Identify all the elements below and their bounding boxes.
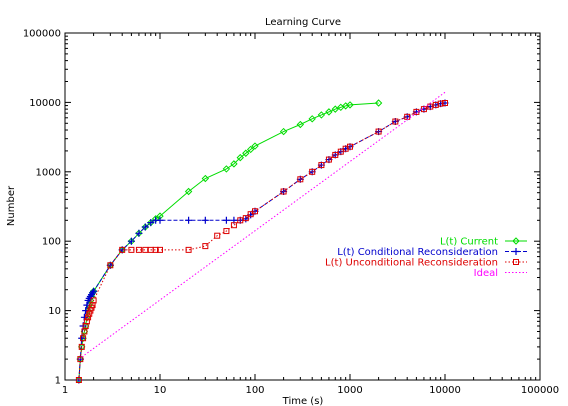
- legend-marker: [513, 259, 519, 265]
- series-2: [75, 100, 448, 383]
- data-point: [308, 115, 316, 123]
- data-point: [141, 223, 149, 231]
- data-point: [246, 145, 255, 154]
- data-point: [78, 343, 85, 350]
- data-point: [107, 262, 114, 269]
- data-point: [230, 222, 237, 229]
- data-point: [90, 287, 98, 295]
- data-point: [296, 120, 305, 129]
- data-point: [280, 188, 287, 195]
- data-point: [375, 128, 382, 135]
- data-point: [230, 160, 238, 168]
- data-point: [152, 246, 159, 253]
- data-point: [252, 208, 258, 215]
- data-point: [374, 99, 383, 107]
- data-point: [135, 229, 143, 237]
- data-point: [317, 111, 326, 119]
- plot-frame: [64, 32, 541, 381]
- data-point: [242, 215, 249, 222]
- x-tick-label: 1000: [337, 385, 362, 396]
- data-point: [185, 216, 193, 224]
- data-point: [309, 168, 316, 175]
- data-point: [89, 289, 97, 297]
- data-point: [128, 246, 135, 253]
- y-tick-label: 1000: [36, 167, 61, 178]
- data-point: [222, 216, 230, 224]
- y-tick-label: 10000: [29, 98, 61, 109]
- legend-marker: [512, 248, 520, 255]
- x-tick-label: 10000: [429, 385, 461, 396]
- data-point: [214, 232, 221, 239]
- data-point: [331, 105, 339, 113]
- data-point: [318, 162, 325, 169]
- data-point: [201, 216, 209, 224]
- data-point: [80, 335, 87, 342]
- data-point: [279, 127, 288, 136]
- series-3: [78, 91, 446, 360]
- data-point: [135, 246, 142, 253]
- data-point: [201, 174, 210, 183]
- data-point: [223, 228, 230, 235]
- series-0: [75, 99, 383, 384]
- y-axis-label: Number: [6, 185, 17, 226]
- data-point: [156, 216, 164, 224]
- series-line: [78, 91, 446, 360]
- data-point: [427, 103, 434, 110]
- axes: 1 10 100 1000 10000 100000 1 10 100 1000 10000 1000…: [23, 29, 559, 397]
- data-point: [86, 310, 93, 317]
- x-tick-label: 100: [245, 385, 264, 396]
- data-point: [147, 219, 155, 227]
- data-point: [236, 153, 244, 162]
- data-point: [77, 356, 84, 363]
- x-tick-label: 1: [62, 385, 68, 396]
- data-point: [127, 237, 135, 245]
- chart-title: Learning Curve: [265, 17, 341, 28]
- data-point: [90, 297, 97, 304]
- data-point: [251, 142, 259, 150]
- legend-label: L(t) Current: [440, 237, 498, 248]
- y-tick-label: 100000: [23, 29, 61, 40]
- data-point: [237, 217, 244, 224]
- data-point: [85, 314, 92, 321]
- data-point: [184, 187, 193, 196]
- legend-marker: [512, 237, 520, 245]
- data-point: [442, 100, 448, 107]
- data-point: [437, 100, 444, 107]
- data-point: [202, 243, 209, 250]
- data-point: [347, 143, 353, 150]
- x-tick-label: 100000: [521, 385, 559, 396]
- data-point: [222, 165, 231, 173]
- data-point: [119, 246, 126, 253]
- data-point: [297, 176, 304, 183]
- y-tick-label: 10: [48, 306, 61, 317]
- plot-series: [75, 91, 449, 384]
- data-point: [142, 246, 149, 253]
- data-point: [157, 246, 163, 253]
- legend-label: L(t) Conditional Reconsideration: [337, 247, 498, 258]
- data-point: [325, 108, 333, 116]
- data-point: [75, 377, 82, 383]
- y-tick-label: 1: [55, 376, 61, 387]
- data-point: [83, 318, 90, 325]
- x-tick-label: 10: [154, 385, 167, 396]
- data-point: [325, 156, 332, 163]
- legend-label: L(t) Unconditional Reconsideration: [325, 258, 498, 269]
- y-tick-label: 100: [42, 237, 61, 248]
- legend-label: Ideal: [474, 268, 498, 279]
- data-point: [392, 118, 399, 125]
- data-point: [332, 151, 339, 158]
- x-axis-label: Time (s): [282, 396, 324, 406]
- data-point: [346, 101, 354, 109]
- data-point: [185, 246, 192, 253]
- data-point: [242, 149, 250, 157]
- series-line: [78, 102, 379, 381]
